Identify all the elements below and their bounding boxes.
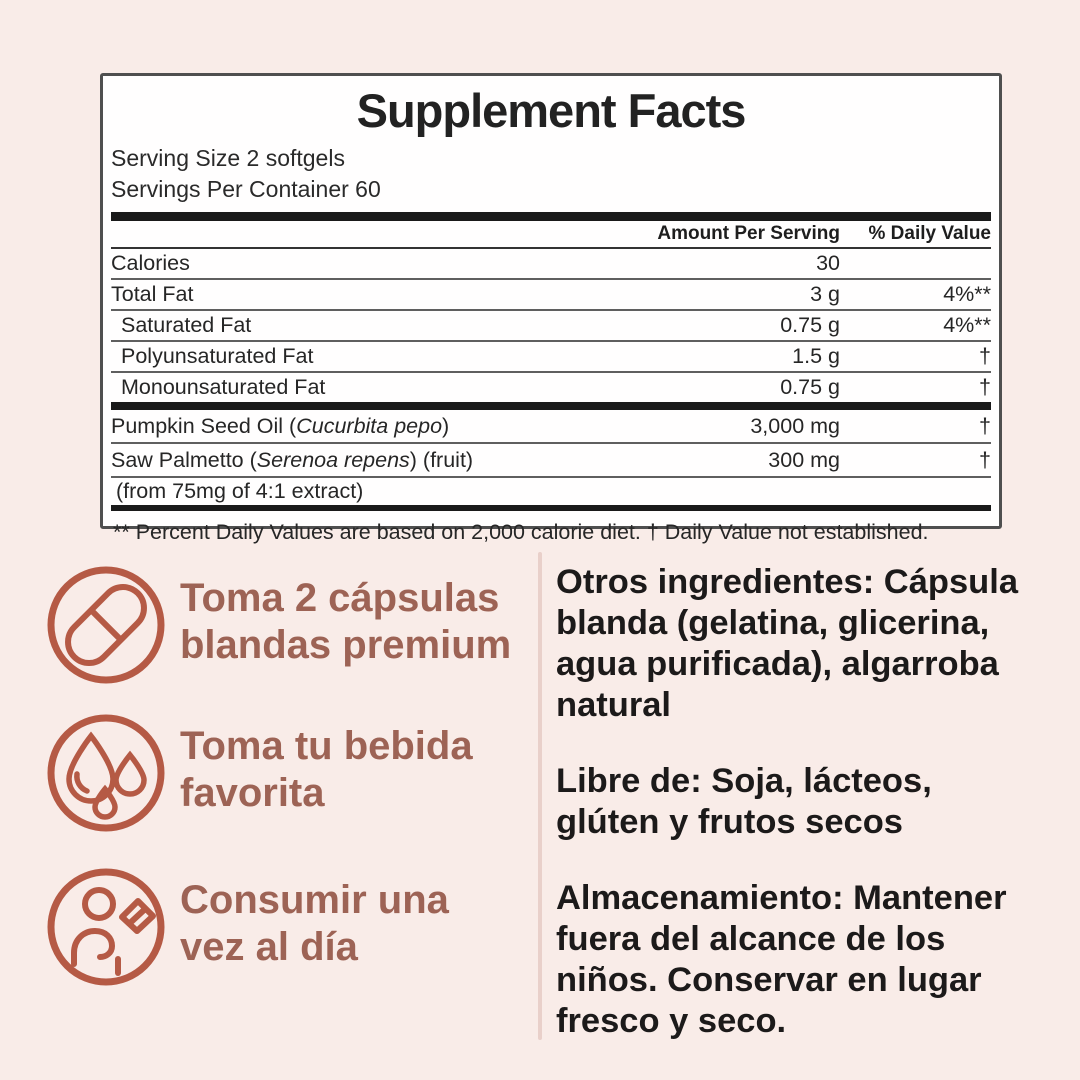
footnote: ** Percent Daily Values are based on 2,0…: [113, 520, 929, 544]
storage-text: Almacenamiento: Mantener fuera del alcan…: [556, 879, 1007, 1040]
row-daily-value: †: [979, 375, 991, 399]
row-name: Monounsaturated Fat: [121, 375, 326, 399]
table-header-row: Amount Per Serving % Daily Value: [111, 221, 991, 249]
row-name: Total Fat: [111, 282, 194, 306]
instructions-list: Toma 2 cápsulas blandas premium Toma tu …: [44, 563, 524, 989]
row-amount: 300 mg: [768, 447, 840, 472]
instruction-item: Toma tu bebida favorita: [44, 711, 524, 835]
row-amount: 0.75 g: [780, 375, 840, 399]
thick-rule: [111, 212, 991, 221]
table-row: Pumpkin Seed Oil (Cucurbita pepo) 3,000 m…: [111, 410, 991, 444]
person-flag-icon: [47, 868, 165, 986]
pill-icon: [47, 566, 165, 684]
column-header-amount: Amount Per Serving: [657, 223, 840, 244]
supplement-facts-panel: Supplement Facts Serving Size 2 softgels…: [100, 73, 1002, 544]
nutrient-rows: Calories 30 Total Fat 3 g 4%** Saturated Fat 0…: [111, 249, 991, 402]
free-from-text: Libre de: Soja, lácteos, glúten y frutos…: [556, 762, 932, 841]
row-daily-value: 4%**: [943, 313, 991, 337]
row-name: Polyunsaturated Fat: [121, 344, 314, 368]
row-daily-value: †: [979, 413, 991, 438]
table-row-subline: (from 75mg of 4:1 extract): [116, 479, 364, 503]
serving-size: Serving Size 2 softgels: [111, 145, 345, 171]
instruction-item: Toma 2 cápsulas blandas premium: [44, 563, 524, 687]
thick-rule: [111, 402, 991, 410]
supplement-facts-title: Supplement Facts: [356, 84, 747, 137]
row-amount: 0.75 g: [780, 313, 840, 337]
instruction-label: Consumir una vez al día: [180, 878, 449, 969]
table-row: Monounsaturated Fat 0.75 g †: [111, 373, 991, 402]
row-amount: 3,000 mg: [750, 413, 840, 438]
instruction-label: Toma tu bebida favorita: [180, 724, 473, 815]
table-row: Saturated Fat 0.75 g 4%**: [111, 311, 991, 342]
row-daily-value: †: [979, 344, 991, 368]
row-amount: 1.5 g: [792, 344, 840, 368]
medium-rule: [111, 505, 991, 511]
table-row: Polyunsaturated Fat 1.5 g †: [111, 342, 991, 373]
row-name: Pumpkin Seed Oil (Cucurbita pepo): [111, 413, 450, 438]
row-amount: 3 g: [810, 282, 840, 306]
ingredient-rows: Pumpkin Seed Oil (Cucurbita pepo) 3,000 m…: [111, 410, 991, 505]
instruction-label: Toma 2 cápsulas blandas premium: [180, 576, 512, 667]
drops-icon: [47, 714, 165, 832]
row-amount: 30: [816, 251, 840, 275]
table-row: Saw Palmetto (Serenoa repens) (fruit) 300…: [111, 444, 991, 478]
row-daily-value: †: [979, 447, 991, 472]
row-name: Saw Palmetto (Serenoa repens) (fruit): [111, 447, 474, 472]
table-row: Calories 30: [111, 249, 991, 280]
servings-per-container: Servings Per Container 60: [111, 176, 381, 202]
details-column: Otros ingredientes: Cápsula blanda (gela…: [556, 562, 1056, 1077]
column-divider: [538, 552, 542, 1040]
table-row: Total Fat 3 g 4%**: [111, 280, 991, 311]
row-daily-value: 4%**: [943, 282, 991, 306]
row-name: Calories: [111, 251, 190, 275]
instruction-item: Consumir una vez al día: [44, 865, 524, 989]
column-header-daily-value: % Daily Value: [868, 223, 991, 244]
row-name: Saturated Fat: [121, 313, 252, 337]
other-ingredients-text: Otros ingredientes: Cápsula blanda (gela…: [556, 563, 1019, 724]
